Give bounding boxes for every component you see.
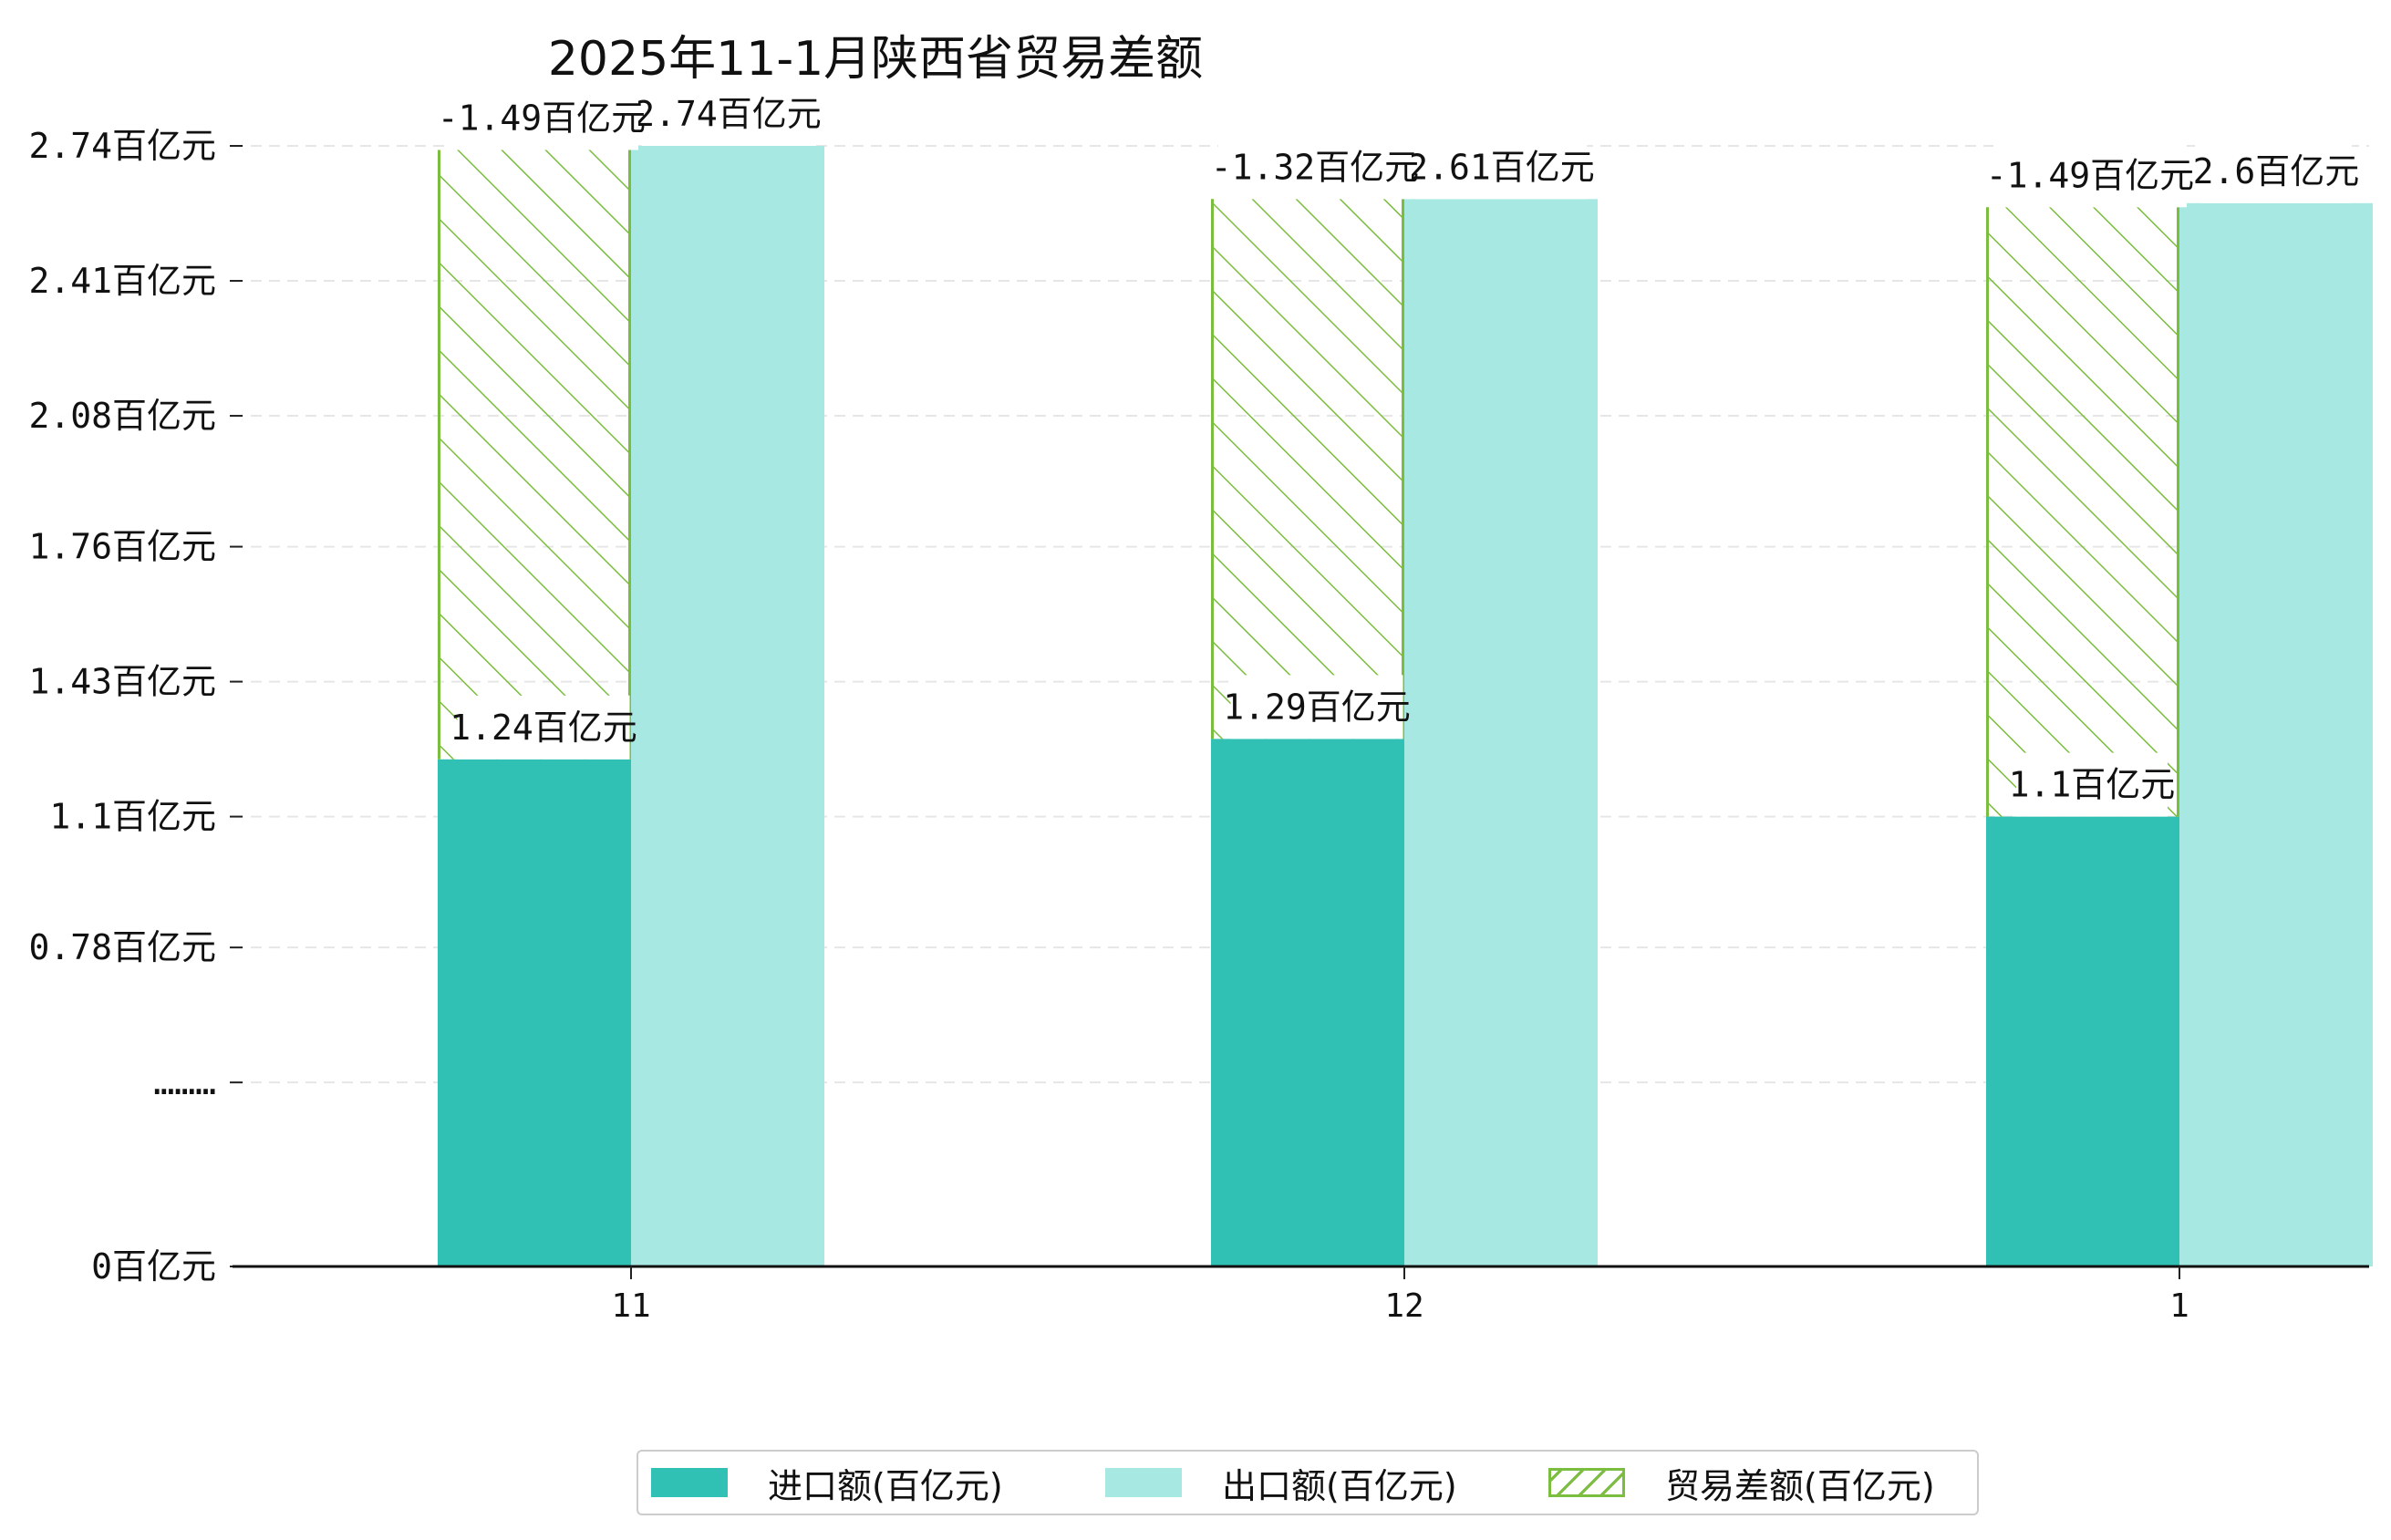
data-label-import-12-bg [1230,675,1403,739]
legend-item-import[interactable]: 进口额(百亿元) [651,1452,1003,1514]
legend-swatch-export [1105,1468,1182,1497]
bar-trade-balance-12 [1211,199,1404,739]
bar-export-12 [1404,199,1598,1267]
data-label-export-12: 2.61百亿元 [1407,147,1595,187]
legend-label-trade-balance: 贸易差额(百亿元) [1665,1465,1935,1506]
legend-swatch-import [651,1468,728,1497]
data-label-import-11-bg [457,695,630,760]
x-tick-label-1: 1 [2169,1287,2189,1325]
data-label-export-12-bg [1414,135,1588,200]
data-label-trade-balance-12-bg [1218,135,1412,200]
legend: 进口额(百亿元) 出口额(百亿元) 贸易差额(百亿元) [637,1450,1979,1515]
y-tick-label-5: 1.76百亿元 [28,527,216,567]
data-label-trade-balance-12: -1.32百亿元 [1211,147,1419,187]
legend-swatch-trade-balance [1548,1468,1625,1497]
bar-trade-balance-11 [438,150,631,760]
data-label-import-1-bg [2016,752,2168,817]
data-label-trade-balance-11: -1.49百亿元 [438,98,646,138]
data-label-import-11: 1.24百亿元 [450,708,637,748]
y-tick-label-2: 0.78百亿元 [28,927,216,967]
data-label-import-1: 1.1百亿元 [2009,765,2176,805]
chart-title: 2025年11-1月陕西省贸易差额 [547,32,1204,87]
x-tick-label-12: 12 [1384,1287,1423,1325]
bar-import-1 [1986,816,2179,1266]
y-tick-label-4: 1.43百亿元 [28,662,216,702]
x-tick-label-11: 11 [611,1287,650,1325]
data-label-import-12: 1.29百亿元 [1223,687,1411,727]
y-tick-label-1: ……… [153,1062,216,1102]
bar-import-12 [1211,739,1404,1266]
y-tick-label-8: 2.74百亿元 [28,126,216,166]
data-label-trade-balance-11-bg [445,86,638,150]
data-label-export-1: 2.6百亿元 [2193,151,2360,191]
legend-label-import: 进口额(百亿元) [768,1465,1003,1506]
data-label-export-11: 2.74百亿元 [634,94,822,134]
legend-item-trade-balance[interactable]: 贸易差额(百亿元) [1548,1452,1935,1514]
y-tick-label-7: 2.41百亿元 [28,261,216,301]
legend-label-export: 出口额(百亿元) [1222,1465,1457,1506]
bar-trade-balance-1 [1986,207,2179,817]
bar-import-11 [438,759,631,1266]
y-tick-label-6: 2.08百亿元 [28,396,216,436]
y-tick-label-3: 1.1百亿元 [49,797,216,837]
data-label-trade-balance-1: -1.49百亿元 [1986,155,2194,195]
bar-export-11 [631,146,824,1266]
y-tick-label-0: 0百亿元 [91,1246,216,1287]
legend-item-export[interactable]: 出口额(百亿元) [1105,1452,1457,1514]
data-label-trade-balance-1-bg [1993,143,2187,208]
bar-export-1 [2179,202,2373,1266]
data-label-export-11-bg [641,82,814,146]
data-label-export-1-bg [2200,139,2352,203]
